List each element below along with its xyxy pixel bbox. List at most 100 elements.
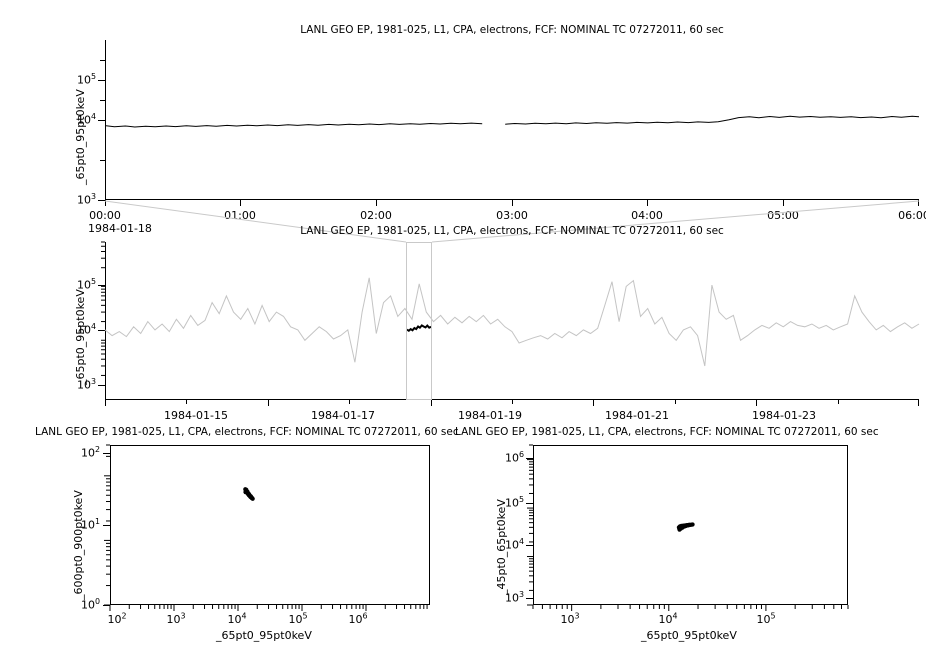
ytick-exponent: 4 bbox=[90, 321, 96, 331]
xtick-major bbox=[268, 400, 269, 406]
ytick-exponent: 4 bbox=[518, 536, 524, 546]
ytick-mantissa: 10 bbox=[80, 518, 95, 532]
connector-left bbox=[104, 200, 407, 243]
xtick bbox=[918, 400, 919, 406]
ytick-exponent: 5 bbox=[90, 276, 96, 286]
xtick bbox=[105, 400, 106, 406]
xtick bbox=[838, 400, 839, 404]
ytick-minor bbox=[100, 100, 105, 101]
ytick-exponent: 0 bbox=[94, 596, 100, 606]
xtick bbox=[783, 200, 784, 206]
panel-top-date-label: 1984-01-18 bbox=[88, 222, 152, 235]
ytick-label: 105 bbox=[58, 276, 96, 291]
ytick-mantissa: 10 bbox=[80, 598, 95, 612]
ytick-major bbox=[526, 545, 533, 546]
ytick-label: 104 bbox=[58, 321, 96, 336]
xtick-mantissa: 10 bbox=[560, 613, 575, 626]
xtick-label: 1984-01-17 bbox=[311, 409, 375, 422]
panel-middle-frame bbox=[105, 242, 919, 400]
xtick-label: 103 bbox=[166, 611, 186, 626]
xtick-major bbox=[756, 400, 757, 406]
ytick-mantissa: 10 bbox=[80, 446, 95, 460]
ytick-exponent: 3 bbox=[518, 589, 524, 599]
xtick bbox=[105, 200, 106, 206]
xtick-label: 1984-01-23 bbox=[752, 409, 816, 422]
ytick-mantissa: 10 bbox=[504, 451, 519, 465]
xtick-major bbox=[593, 400, 594, 406]
xtick-mantissa: 10 bbox=[107, 613, 122, 626]
ytick-major bbox=[526, 503, 533, 504]
ytick-label: 102 bbox=[62, 444, 100, 460]
ytick-major bbox=[103, 453, 110, 454]
ytick-exponent: 6 bbox=[518, 449, 524, 459]
xtick-exponent: 6 bbox=[362, 611, 368, 621]
zoom-highlight-box[interactable] bbox=[406, 242, 432, 400]
xtick-label: 03:00 bbox=[496, 209, 528, 222]
ytick-exponent: 3 bbox=[90, 191, 96, 201]
ytick-exponent: 1 bbox=[94, 516, 100, 526]
xtick-label: 1984-01-21 bbox=[605, 409, 669, 422]
xtick-mantissa: 10 bbox=[227, 613, 242, 626]
xtick-exponent: 3 bbox=[574, 611, 580, 621]
panel-bottom-left-frame bbox=[110, 445, 430, 605]
xtick bbox=[240, 200, 241, 206]
panel-bottom-right-frame bbox=[533, 445, 848, 605]
ytick-minor bbox=[100, 60, 105, 61]
xtick bbox=[647, 200, 648, 206]
scatter-point bbox=[690, 522, 695, 527]
ytick-label: 105 bbox=[58, 71, 96, 87]
panel-bottom-left-xlabel: _65pt0_95pt0keV bbox=[216, 629, 312, 642]
xtick-exponent: 2 bbox=[121, 611, 127, 621]
xtick-mantissa: 10 bbox=[348, 613, 363, 626]
ytick-major bbox=[98, 80, 105, 81]
ytick-mantissa: 10 bbox=[76, 73, 91, 87]
panel-bottom-left-title: LANL GEO EP, 1981-025, L1, CPA, electron… bbox=[35, 426, 459, 438]
xtick-mantissa: 10 bbox=[288, 613, 303, 626]
ytick-label: 106 bbox=[486, 449, 524, 465]
ytick-minor bbox=[100, 160, 105, 161]
ytick-mantissa: 10 bbox=[76, 193, 91, 207]
ytick-exponent: 2 bbox=[94, 444, 100, 454]
panel-middle-title: LANL GEO EP, 1981-025, L1, CPA, electron… bbox=[300, 225, 724, 237]
xtick bbox=[918, 200, 919, 206]
ytick-exponent: 3 bbox=[90, 376, 96, 386]
ytick-exponent: 5 bbox=[90, 71, 96, 81]
ytick-major bbox=[98, 330, 105, 331]
xtick-label: 104 bbox=[227, 611, 247, 626]
ytick-label: 104 bbox=[486, 536, 524, 552]
ytick-major bbox=[526, 458, 533, 459]
xtick bbox=[512, 200, 513, 206]
xtick-label: 105 bbox=[288, 612, 307, 626]
panel-bottom-right-title: LANL GEO EP, 1981-025, L1, CPA, electron… bbox=[455, 426, 879, 438]
xtick bbox=[376, 200, 377, 206]
xtick-mantissa: 10 bbox=[658, 613, 673, 626]
xtick-exponent: 5 bbox=[770, 611, 776, 621]
xtick-label: 103 bbox=[560, 611, 580, 626]
ytick-major bbox=[98, 285, 105, 286]
ytick-label: 104 bbox=[58, 111, 96, 126]
ytick-label: 100 bbox=[62, 596, 100, 612]
middle-context-trace bbox=[104, 277, 920, 367]
xtick-label: 00:00 bbox=[89, 209, 121, 222]
xtick-exponent: 4 bbox=[241, 611, 247, 621]
xtick-label: 102 bbox=[107, 611, 127, 626]
ytick-major bbox=[103, 525, 110, 526]
ytick-major bbox=[98, 200, 105, 201]
xtick bbox=[512, 400, 513, 404]
ytick-mantissa: 10 bbox=[504, 538, 519, 552]
panel-bottom-right-xlabel: _65pt0_95pt0keV bbox=[641, 629, 737, 642]
xtick-label: 105 bbox=[756, 611, 776, 626]
xtick-label: 06:00 bbox=[898, 209, 926, 222]
xtick-mantissa: 10 bbox=[756, 613, 771, 626]
xtick-exponent: 3 bbox=[180, 611, 186, 621]
xtick bbox=[349, 400, 350, 404]
xtick-label: 02:00 bbox=[360, 209, 392, 222]
ytick-major bbox=[98, 120, 105, 121]
ytick-exponent: 4 bbox=[90, 111, 96, 121]
xtick bbox=[186, 400, 187, 404]
